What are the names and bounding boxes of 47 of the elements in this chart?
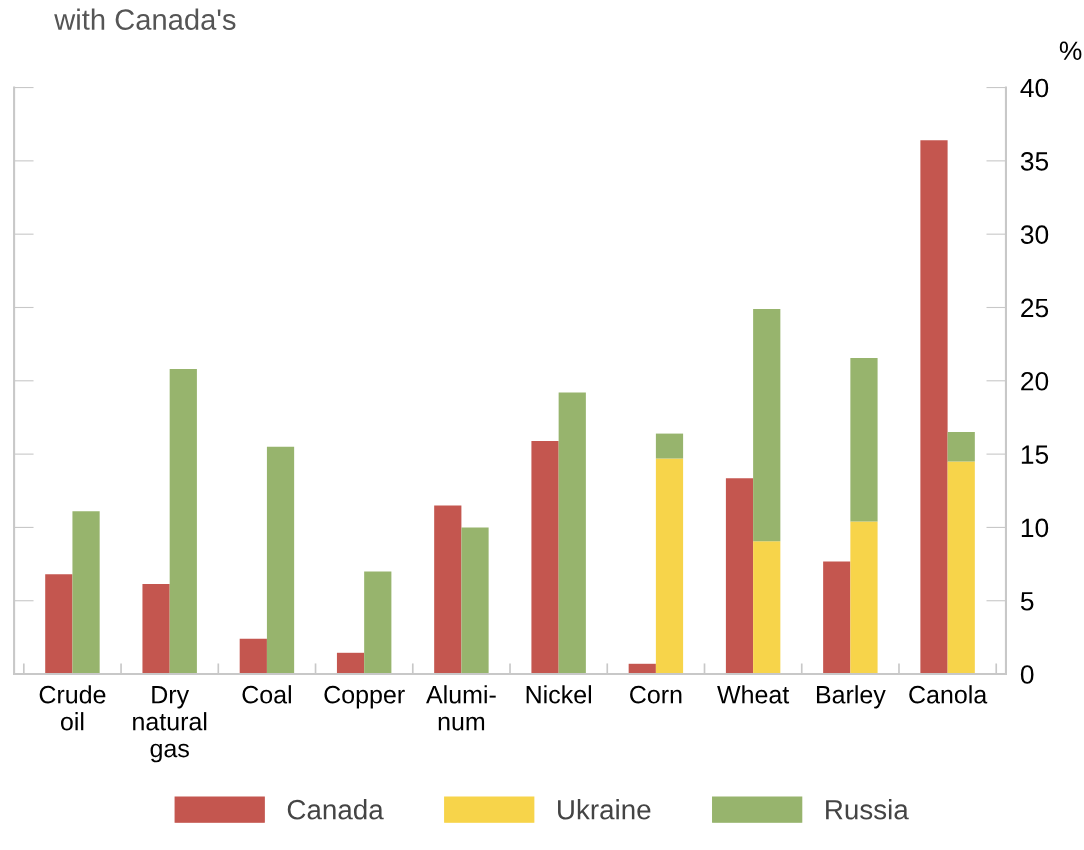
bar [947, 461, 975, 675]
bar [142, 583, 170, 675]
x-tick-label: Dry natural gas [133, 686, 207, 763]
y-tick-label: 35 [1020, 152, 1049, 171]
legend-label: Canada [287, 799, 384, 820]
bar [336, 652, 365, 675]
x-tick-label: Corn [630, 685, 682, 704]
x-tick-label: Coal [242, 685, 291, 704]
bar [169, 369, 197, 675]
bar [850, 358, 878, 522]
bar [725, 478, 754, 675]
x-tick-label: Wheat [717, 685, 790, 704]
bar [45, 574, 73, 675]
bar [72, 511, 100, 675]
bar [266, 446, 295, 675]
bar [753, 308, 781, 542]
x-tick-label: Nickel [526, 685, 591, 704]
bar [461, 527, 489, 675]
bar [753, 541, 781, 675]
legend-label: Ukraine [558, 799, 651, 820]
x-tick-label: Canola [909, 685, 988, 704]
bar [434, 505, 462, 675]
bar [558, 392, 586, 675]
y-tick-label: 30 [1020, 225, 1049, 244]
y-tick-label: 40 [1020, 78, 1049, 98]
bar [850, 521, 878, 675]
chart-title: with Canada's [54, 8, 236, 30]
x-tick-label: Barley [816, 685, 886, 709]
y-tick-label: 25 [1021, 298, 1049, 318]
y-axis-title: % [1059, 41, 1082, 61]
y-tick-label: 5 [1020, 592, 1034, 611]
bar [364, 571, 392, 675]
bar [239, 638, 267, 675]
y-tick-label: 15 [1021, 445, 1049, 464]
y-tick-label: 10 [1021, 518, 1049, 538]
bar [655, 433, 684, 459]
x-tick-label: Copper [324, 685, 405, 709]
bar [920, 140, 948, 675]
bar [655, 458, 684, 675]
x-tick-label: Alumi- num [426, 685, 496, 731]
bar [823, 561, 851, 675]
x-tick-label: Crude oil [39, 685, 106, 731]
y-tick-label: 0 [1020, 665, 1034, 684]
bar [947, 432, 975, 462]
y-tick-label: 20 [1021, 371, 1049, 391]
bar [531, 440, 559, 675]
legend-label: Russia [826, 799, 909, 820]
